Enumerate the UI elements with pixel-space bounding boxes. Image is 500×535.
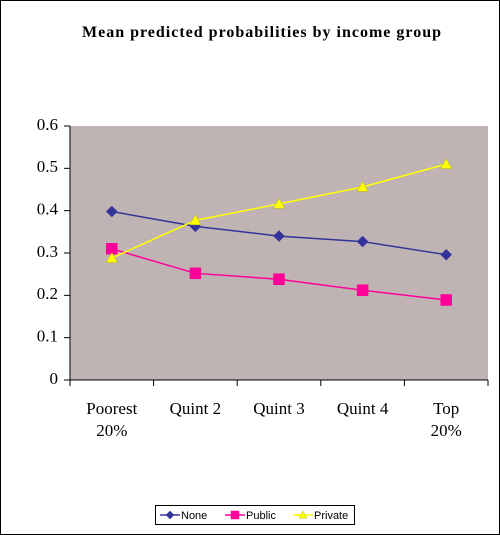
- y-tick-label: 0.4: [37, 200, 59, 219]
- point: [440, 158, 453, 169]
- point: [356, 180, 369, 192]
- series: [105, 158, 453, 263]
- legend-marker: [165, 510, 175, 520]
- point: [273, 273, 285, 285]
- legend-label: Public: [246, 510, 276, 522]
- point: [440, 248, 453, 261]
- point: [189, 267, 202, 280]
- point: [440, 294, 452, 306]
- y-tick-label: 0.2: [37, 284, 58, 303]
- x-tick-label: Quint 4: [336, 399, 389, 418]
- legend-marker: [298, 510, 308, 519]
- plot-area: [70, 126, 488, 380]
- x-tick-label: Quint 2: [169, 399, 222, 418]
- legend-marker: [230, 510, 240, 520]
- y-tick-label: 0.6: [37, 115, 58, 134]
- chart-title: Mean predicted probabilities by income g…: [81, 24, 442, 41]
- legend-label: None: [181, 510, 207, 522]
- point: [356, 284, 369, 297]
- legend: None Public Private: [155, 505, 355, 525]
- legend-box: [155, 505, 355, 525]
- point: [105, 205, 118, 218]
- y-tick-label: 0.5: [37, 157, 58, 176]
- y-tick-label: 0: [50, 369, 59, 388]
- y-tick-label: 0.3: [37, 242, 58, 261]
- point: [273, 230, 285, 242]
- point: [273, 197, 285, 209]
- series: [106, 243, 452, 306]
- x-tick-label: Quint 3: [253, 399, 305, 418]
- x-tick-label: Top 20%: [430, 399, 462, 440]
- legend-label: Private: [314, 510, 348, 522]
- point: [356, 235, 369, 248]
- point: [105, 252, 118, 263]
- point: [189, 214, 202, 226]
- x-tick-label: Poorest 20%: [86, 399, 138, 440]
- y-tick-label: 0.1: [37, 327, 58, 346]
- series: [105, 205, 453, 261]
